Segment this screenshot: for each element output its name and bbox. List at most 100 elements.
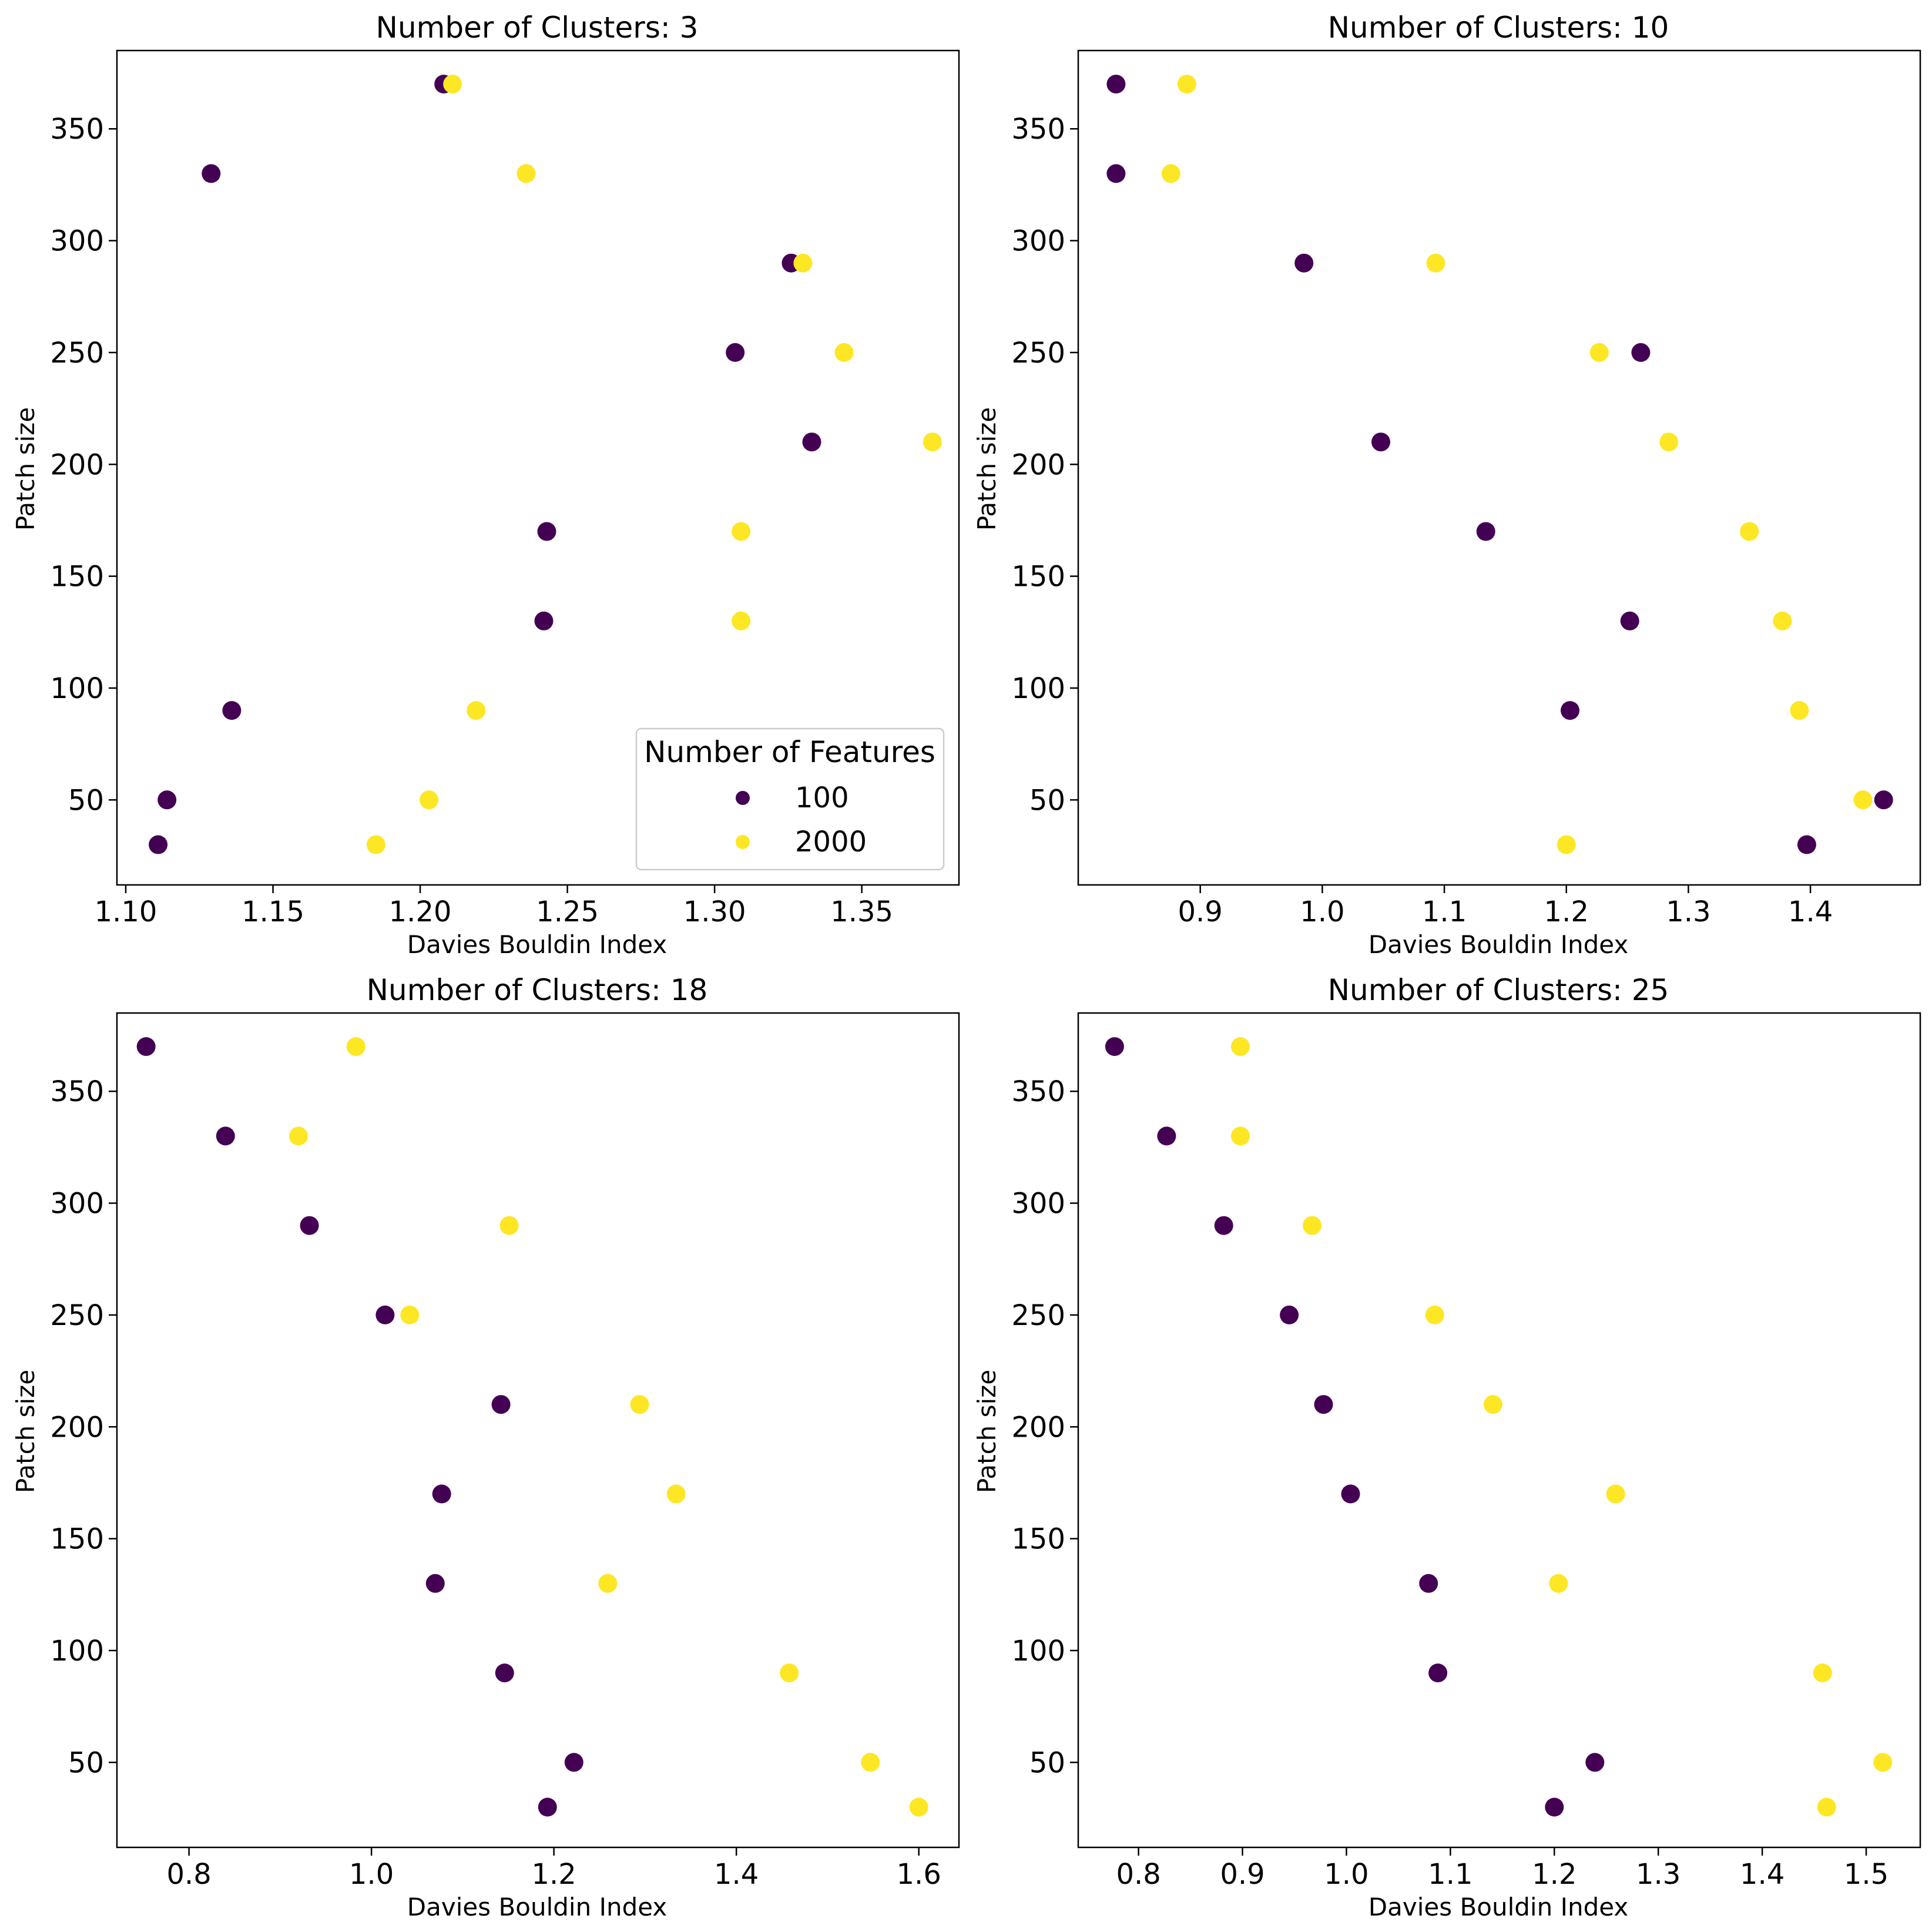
point-features-2000 [732, 522, 751, 541]
point-features-2000 [1177, 75, 1196, 94]
legend-label-2000: 2000 [795, 826, 867, 858]
y-tick-label: 50 [1029, 1746, 1065, 1779]
x-tick-label: 1.10 [95, 895, 157, 928]
point-features-100 [1585, 1753, 1605, 1772]
point-features-100 [1631, 343, 1651, 362]
legend: Number of Features 100 2000 [635, 727, 945, 871]
x-tick-label: 1.3 [1636, 1858, 1681, 1891]
subplot-clusters-3: Number of Clusters: 3 Davies Bouldin Ind… [11, 11, 960, 959]
point-features-2000 [1606, 1484, 1625, 1504]
x-tick-label: 1.4 [1740, 1858, 1785, 1891]
point-features-100 [1428, 1663, 1448, 1683]
subplot-title: Number of Clusters: 18 [367, 973, 708, 1007]
point-features-100 [1419, 1574, 1438, 1593]
point-features-100 [136, 1037, 156, 1056]
plot-frame [1077, 1012, 1921, 1849]
point-features-2000 [1790, 701, 1809, 720]
x-tick-label: 0.9 [1220, 1858, 1264, 1891]
point-features-100 [425, 1574, 445, 1593]
point-features-100 [564, 1753, 583, 1772]
point-features-100 [432, 1484, 451, 1504]
x-tick-label: 1.1 [1422, 895, 1467, 928]
point-features-100 [1371, 432, 1390, 452]
y-tick-label: 350 [1011, 113, 1065, 146]
y-tick-label: 100 [50, 672, 104, 705]
x-tick-label: 0.9 [1178, 895, 1223, 928]
y-tick-label: 100 [50, 1635, 104, 1668]
y-axis-label: Patch size [11, 407, 40, 531]
point-features-100 [534, 611, 554, 630]
point-features-100 [375, 1305, 395, 1324]
subplot-clusters-18: Number of Clusters: 18 Davies Bouldin In… [11, 973, 960, 1921]
subplot-clusters-10: Number of Clusters: 10 Davies Bouldin In… [972, 11, 1921, 959]
point-features-2000 [346, 1037, 365, 1056]
y-tick-label: 200 [50, 448, 104, 481]
point-features-2000 [1740, 522, 1759, 541]
x-tick-label: 1.4 [714, 1858, 759, 1891]
x-axis-label: Davies Bouldin Index [407, 930, 667, 959]
y-axis-label: Patch size [972, 1370, 1001, 1493]
y-tick-label: 250 [50, 1299, 104, 1332]
y-tick-label: 300 [50, 225, 104, 258]
point-features-2000 [1549, 1574, 1568, 1593]
point-features-2000 [666, 1484, 686, 1504]
y-tick-label: 250 [1011, 1299, 1065, 1332]
x-tick-label: 1.0 [1324, 1858, 1368, 1891]
subplot-title: Number of Clusters: 10 [1328, 11, 1669, 45]
y-tick-label: 250 [1011, 337, 1065, 370]
point-features-2000 [630, 1395, 649, 1414]
point-features-2000 [598, 1574, 618, 1593]
point-features-2000 [1231, 1037, 1250, 1056]
point-features-100 [1874, 790, 1893, 810]
y-tick-label: 200 [1011, 1411, 1065, 1444]
y-axis-label: Patch size [972, 407, 1001, 531]
point-features-100 [1797, 835, 1816, 854]
y-tick-label: 100 [1011, 1635, 1065, 1668]
point-features-100 [726, 343, 745, 362]
x-tick-label: 1.1 [1428, 1858, 1473, 1891]
x-axis-label: Davies Bouldin Index [1368, 1893, 1628, 1921]
point-features-2000 [1873, 1753, 1893, 1772]
point-features-2000 [443, 75, 462, 94]
y-tick-label: 350 [50, 113, 104, 146]
y-tick-label: 200 [50, 1411, 104, 1444]
point-features-2000 [793, 253, 813, 273]
x-axis-label: Davies Bouldin Index [1368, 930, 1628, 959]
x-tick-label: 1.2 [1544, 895, 1589, 928]
point-features-100 [157, 790, 177, 810]
point-features-2000 [1303, 1216, 1322, 1235]
point-features-100 [1341, 1484, 1360, 1504]
plot-frame [116, 1012, 960, 1849]
y-tick-label: 50 [68, 784, 104, 817]
point-features-100 [300, 1216, 319, 1235]
point-features-100 [202, 164, 221, 183]
point-features-2000 [400, 1305, 420, 1324]
point-features-100 [537, 522, 556, 541]
plot-frame [116, 49, 960, 886]
point-features-100 [1214, 1216, 1233, 1235]
x-tick-label: 0.8 [166, 1858, 211, 1891]
point-features-100 [1106, 75, 1126, 94]
y-tick-label: 50 [68, 1746, 104, 1779]
point-features-2000 [1817, 1797, 1836, 1817]
point-features-2000 [1425, 1305, 1444, 1324]
data-points [1105, 1037, 1893, 1817]
point-features-2000 [1659, 432, 1679, 452]
y-tick-label: 300 [1011, 1188, 1065, 1220]
point-features-100 [495, 1663, 514, 1683]
y-tick-label: 100 [1011, 672, 1065, 705]
point-features-2000 [834, 343, 854, 362]
point-features-2000 [1853, 790, 1873, 810]
x-tick-label: 0.8 [1116, 1858, 1160, 1891]
point-features-2000 [1161, 164, 1180, 183]
x-tick-label: 1.30 [683, 895, 746, 928]
y-tick-label: 300 [1011, 225, 1065, 258]
data-points [149, 75, 942, 854]
x-tick-label: 1.0 [1300, 895, 1344, 928]
point-features-100 [149, 835, 168, 854]
point-features-2000 [923, 432, 942, 452]
y-tick-label: 350 [50, 1075, 104, 1108]
point-features-100 [1106, 164, 1126, 183]
x-tick-label: 1.6 [897, 1858, 941, 1891]
